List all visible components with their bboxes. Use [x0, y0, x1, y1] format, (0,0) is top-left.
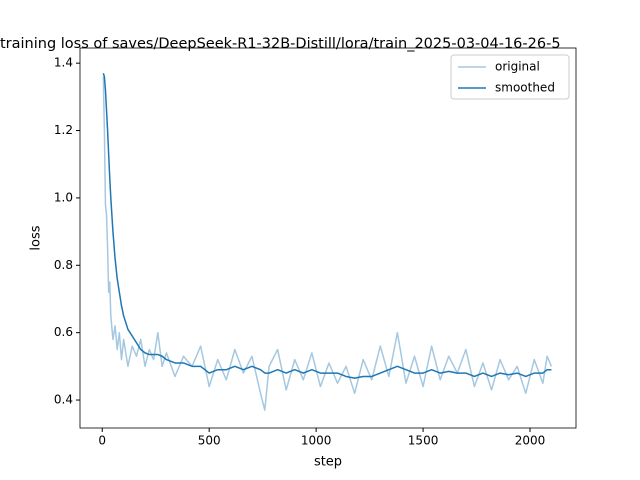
- legend-label: smoothed: [495, 81, 555, 95]
- x-tick-label: 1500: [408, 434, 439, 448]
- legend: original smoothed: [450, 54, 570, 100]
- y-tick-label: 0.6: [54, 325, 73, 339]
- legend-label: original: [495, 60, 540, 74]
- series-line: [102, 76, 553, 411]
- y-tick-label: 0.4: [54, 393, 73, 407]
- y-tick-label: 1.4: [54, 56, 73, 70]
- series-line: [102, 73, 552, 379]
- x-axis-label: step: [314, 455, 342, 470]
- y-tick-label: 1.0: [54, 190, 73, 204]
- chart-title: training loss of saves/DeepSeek-R1-32B-D…: [0, 36, 561, 52]
- y-tick-label: 0.8: [54, 258, 73, 272]
- x-tick-label: 2000: [515, 434, 546, 448]
- plot-frame: [79, 47, 577, 429]
- x-tick-label: 1000: [301, 434, 332, 448]
- y-tick-label: 1.2: [54, 123, 73, 137]
- x-tick-label: 0: [98, 434, 106, 448]
- x-tick-label: 500: [198, 434, 221, 448]
- y-axis-label: loss: [29, 225, 44, 250]
